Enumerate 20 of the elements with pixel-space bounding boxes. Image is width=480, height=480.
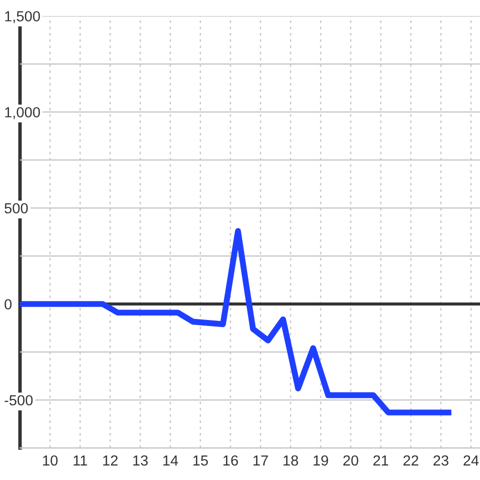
y-tick-label: -500	[4, 395, 33, 406]
x-tick-label: 23	[434, 455, 448, 466]
y-tick-label: 1,000	[5, 107, 40, 120]
x-tick-label: 17	[254, 455, 268, 466]
x-tick-label: 14	[163, 455, 178, 466]
y-tick-label: 0	[4, 299, 12, 310]
x-tick-label: 21	[373, 455, 388, 466]
x-tick-label: 13	[133, 455, 148, 466]
x-tick-label: 15	[193, 455, 208, 466]
x-tick-label: 20	[343, 455, 358, 466]
x-tick-label: 19	[314, 455, 328, 466]
y-tick-label: 500	[4, 203, 28, 214]
x-tick-label: 22	[403, 455, 418, 466]
x-tick-label: 10	[43, 455, 58, 466]
x-tick-label: 24	[464, 455, 479, 466]
x-tick-label: 18	[284, 455, 298, 466]
y-tick-label: 1,500	[5, 11, 40, 24]
x-tick-label: 12	[103, 455, 118, 466]
x-tick-label: 16	[223, 455, 238, 466]
x-tick-label: 11	[74, 455, 87, 466]
